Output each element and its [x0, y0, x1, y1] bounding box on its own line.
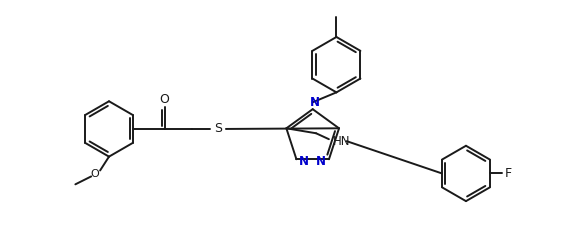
Text: HN: HN — [333, 135, 350, 148]
Text: O: O — [160, 93, 169, 106]
Text: N: N — [316, 155, 326, 168]
Text: F: F — [505, 167, 513, 180]
Text: S: S — [214, 123, 222, 135]
Text: N: N — [309, 96, 320, 109]
Text: N: N — [299, 155, 309, 168]
Text: O: O — [91, 169, 100, 180]
